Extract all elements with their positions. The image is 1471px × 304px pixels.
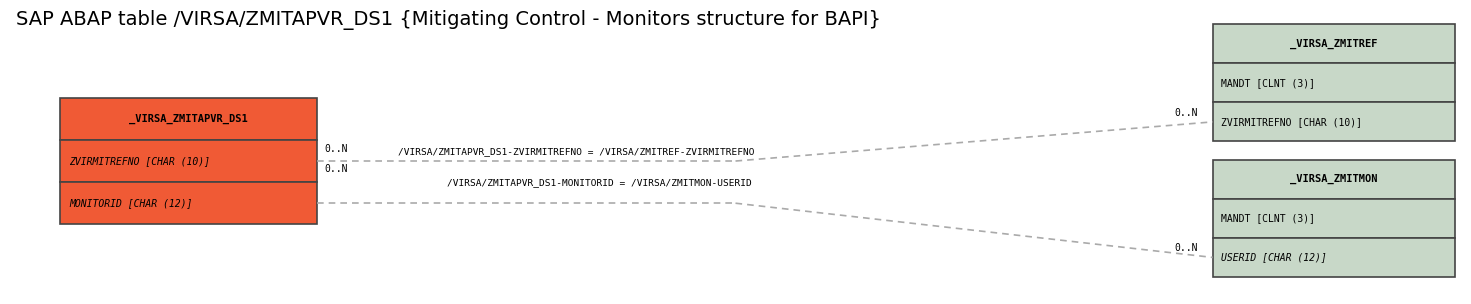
Text: _VIRSA_ZMITREF: _VIRSA_ZMITREF [1290,38,1377,49]
Bar [1212,238,1455,277]
Text: 0..N: 0..N [1174,244,1197,254]
Text: 0..N: 0..N [325,143,349,154]
Text: 0..N: 0..N [325,164,349,174]
Text: /VIRSA/ZMITAPVR_DS1-MONITORID = /VIRSA/ZMITMON-USERID: /VIRSA/ZMITAPVR_DS1-MONITORID = /VIRSA/Z… [447,178,752,187]
Text: MANDT [CLNT (3)]: MANDT [CLNT (3)] [1221,78,1315,88]
Bar [1212,199,1455,238]
Bar [1212,102,1455,141]
Bar [60,182,318,224]
Text: /VIRSA/ZMITAPVR_DS1-ZVIRMITREFNO = /VIRSA/ZMITREF-ZVIRMITREFNO: /VIRSA/ZMITAPVR_DS1-ZVIRMITREFNO = /VIRS… [397,147,755,157]
Bar [1212,160,1455,199]
Bar [1212,24,1455,63]
Bar [60,140,318,182]
Text: 0..N: 0..N [1174,108,1197,118]
Text: ZVIRMITREFNO [CHAR (10)]: ZVIRMITREFNO [CHAR (10)] [69,156,210,166]
Text: MANDT [CLNT (3)]: MANDT [CLNT (3)] [1221,213,1315,223]
Text: USERID [CHAR (12)]: USERID [CHAR (12)] [1221,252,1327,262]
Bar [60,98,318,140]
Text: _VIRSA_ZMITAPVR_DS1: _VIRSA_ZMITAPVR_DS1 [129,114,249,124]
Text: ZVIRMITREFNO [CHAR (10)]: ZVIRMITREFNO [CHAR (10)] [1221,117,1362,127]
Text: SAP ABAP table /VIRSA/ZMITAPVR_DS1 {Mitigating Control - Monitors structure for : SAP ABAP table /VIRSA/ZMITAPVR_DS1 {Miti… [16,10,881,30]
Text: MONITORID [CHAR (12)]: MONITORID [CHAR (12)] [69,198,193,208]
Text: _VIRSA_ZMITMON: _VIRSA_ZMITMON [1290,174,1377,184]
Bar [1212,63,1455,102]
